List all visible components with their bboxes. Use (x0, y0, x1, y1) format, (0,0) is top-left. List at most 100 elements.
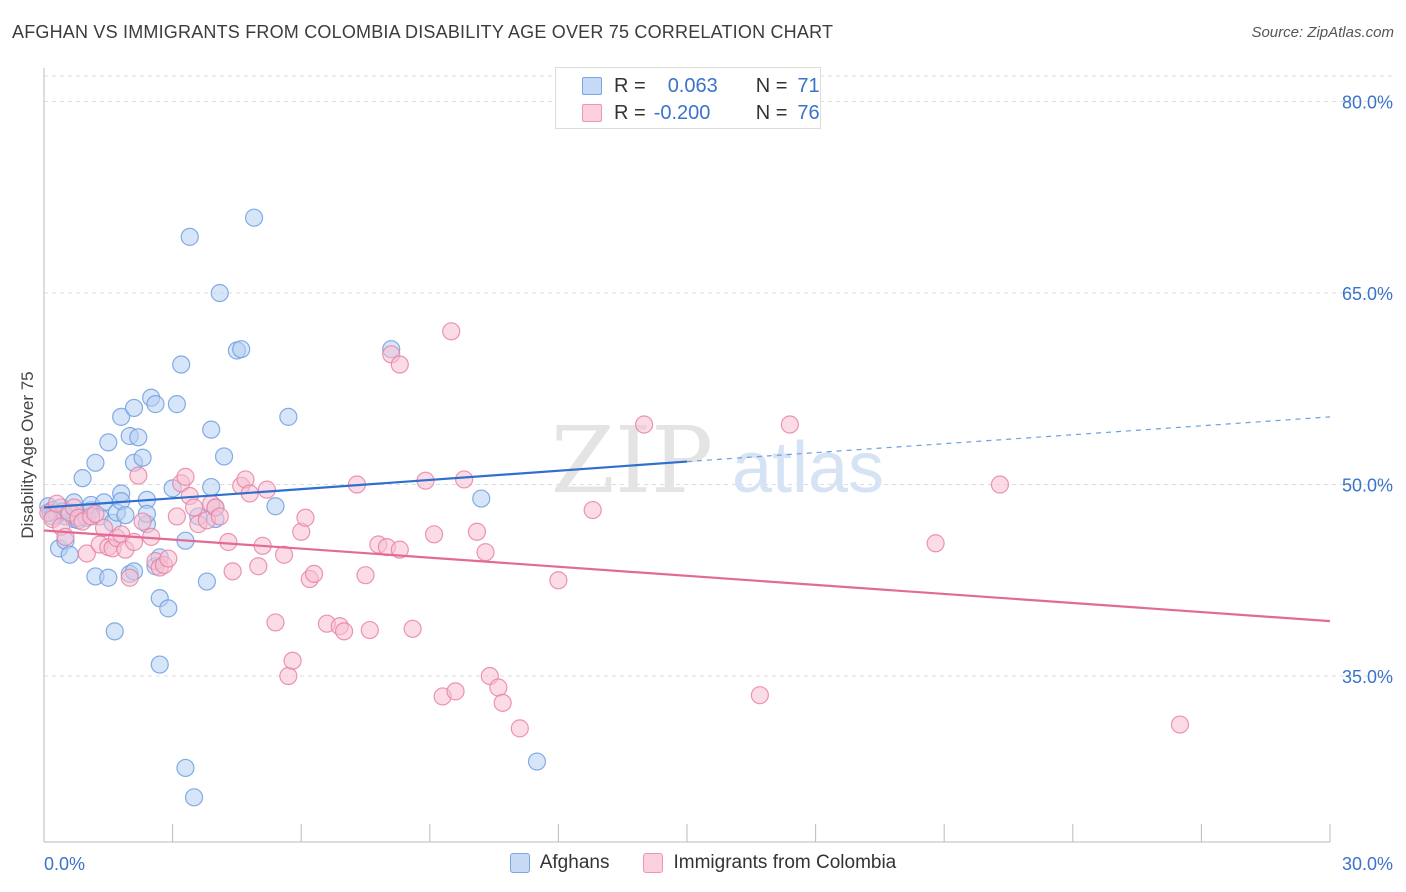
point-afghans (129, 428, 148, 447)
chart-title: AFGHAN VS IMMIGRANTS FROM COLOMBIA DISAB… (12, 22, 834, 42)
legend-n-label: N = (755, 101, 788, 124)
point-colombia (266, 613, 285, 632)
point-colombia (184, 498, 204, 517)
point-colombia (223, 562, 242, 581)
axes (43, 68, 1331, 843)
point-afghans (180, 227, 199, 246)
point-colombia (159, 549, 178, 568)
point-colombia (549, 571, 568, 590)
gridlines (44, 75, 1392, 677)
point-afghans (133, 448, 152, 467)
y-tick-label: 80.0% (1342, 93, 1393, 113)
trend-line-afghans (43, 460, 688, 509)
legend-label-afghans: Afghans (539, 852, 610, 873)
y-tick-label: 50.0% (1342, 476, 1393, 496)
point-afghans (146, 395, 165, 414)
point-afghans (279, 407, 298, 426)
point-colombia (94, 518, 114, 538)
point-afghans (472, 489, 491, 508)
point-afghans (105, 622, 124, 641)
point-afghans (202, 477, 221, 497)
point-colombia (926, 534, 945, 553)
trend-lines (43, 416, 1331, 623)
y-tick-label: 35.0% (1342, 667, 1393, 687)
legend-item-afghans[interactable]: Afghans (509, 852, 610, 874)
x-tick-label: 30.0% (1342, 854, 1393, 874)
legend-swatch-colombia (643, 853, 664, 873)
point-colombia (390, 355, 409, 374)
point-afghans (124, 398, 144, 418)
point-colombia (424, 525, 444, 544)
legend-n-value: 71 (797, 74, 820, 97)
point-colombia (356, 566, 375, 585)
point-colombia (476, 543, 495, 562)
trend-line-afghans-extrapolated (686, 416, 1331, 463)
point-colombia (454, 470, 474, 489)
point-afghans (197, 572, 216, 591)
point-afghans (116, 506, 135, 525)
point-colombia (257, 480, 277, 499)
x-tick-label: 0.0% (44, 854, 85, 874)
legend-r-label: R = (614, 101, 646, 124)
point-colombia (304, 564, 324, 584)
point-afghans (99, 433, 118, 452)
point-colombia (1170, 715, 1190, 734)
legend-item-colombia[interactable]: Immigrants from Colombia (643, 852, 896, 874)
point-colombia (510, 719, 529, 738)
point-afghans (172, 355, 191, 374)
series-legend: Afghans Immigrants from Colombia (0, 852, 1406, 874)
point-colombia (990, 475, 1010, 494)
point-colombia (446, 682, 465, 701)
point-colombia (176, 467, 195, 486)
point-colombia (274, 545, 294, 564)
point-afghans (266, 497, 285, 516)
point-colombia (360, 620, 379, 640)
point-colombia (390, 540, 409, 559)
point-afghans (159, 599, 178, 618)
source-label: Source: ZipAtlas.com (1251, 24, 1394, 41)
point-colombia (442, 322, 461, 341)
watermark: ZIP atlas (551, 407, 884, 514)
tick-labels: 35.0% 50.0% 65.0% 80.0% 0.0% 30.0% (44, 93, 1393, 874)
legend-r-label: R = (614, 74, 646, 97)
trend-line-colombia (43, 529, 1331, 623)
point-colombia (467, 522, 487, 541)
point-afghans (99, 568, 118, 587)
point-colombia (167, 507, 186, 526)
point-colombia (133, 512, 152, 531)
point-afghans (214, 447, 234, 466)
point-colombia (86, 504, 105, 523)
point-colombia (493, 693, 512, 712)
point-colombia (780, 415, 799, 434)
point-afghans (73, 469, 92, 488)
watermark-zip: ZIP (551, 407, 713, 514)
data-points (39, 208, 1190, 807)
legend-swatch-afghans (509, 853, 530, 873)
point-afghans (112, 407, 131, 426)
y-tick-label: 65.0% (1342, 284, 1393, 304)
point-colombia (77, 544, 96, 563)
point-afghans (176, 758, 195, 778)
legend-r-value: -0.200 (653, 101, 711, 124)
point-afghans (202, 420, 221, 439)
point-colombia (334, 622, 354, 641)
legend-n-value: 76 (797, 101, 820, 124)
point-colombia (403, 619, 422, 638)
legend-label-colombia: Immigrants from Colombia (673, 852, 897, 873)
legend-row-afghans: R = 0.063 N = 71 (582, 75, 820, 97)
point-afghans (150, 655, 169, 674)
point-colombia (635, 415, 654, 434)
legend-r-value: 0.063 (667, 74, 718, 97)
legend-swatch-colombia (582, 104, 602, 122)
legend-row-colombia: R = -0.200 N = 76 (582, 102, 820, 124)
correlation-legend: R = 0.063 N = 71 R = -0.200 N = 76 (555, 67, 821, 129)
point-colombia (283, 651, 302, 670)
point-afghans (86, 453, 105, 472)
watermark-atlas: atlas (732, 428, 884, 508)
point-colombia (750, 686, 769, 705)
point-colombia (279, 666, 298, 686)
point-colombia (120, 568, 139, 587)
point-afghans (210, 283, 229, 303)
point-colombia (489, 678, 508, 697)
